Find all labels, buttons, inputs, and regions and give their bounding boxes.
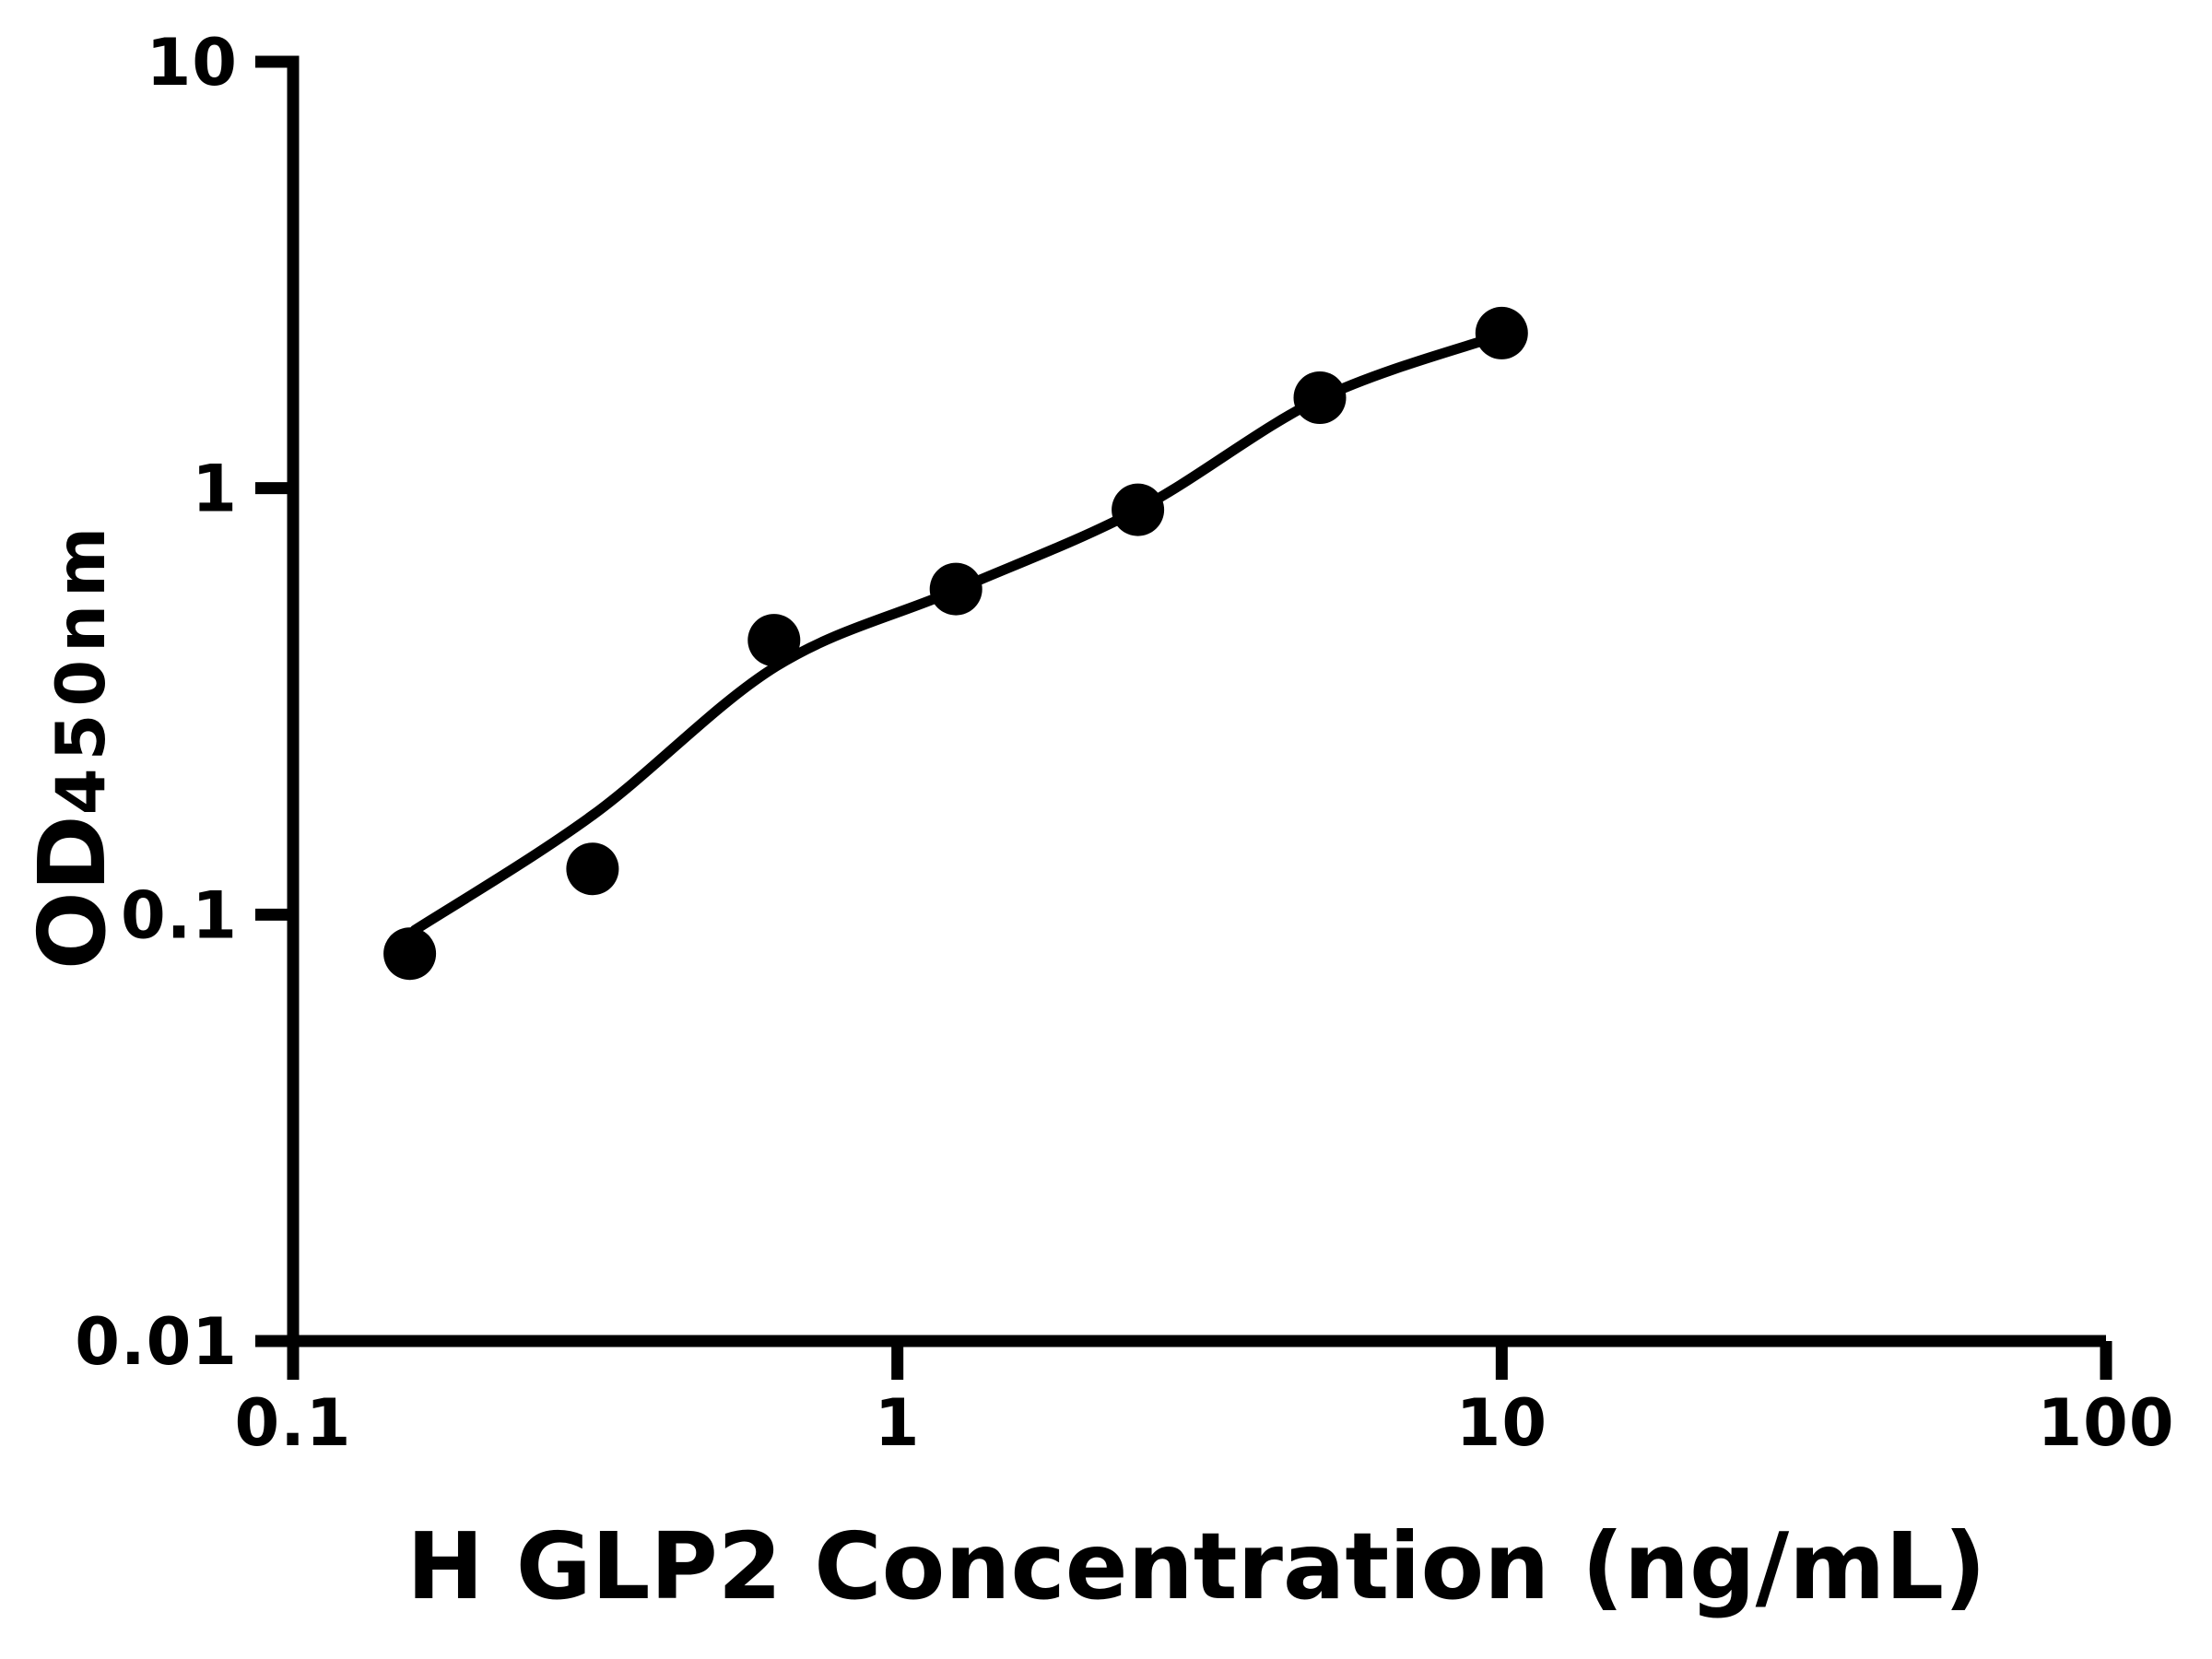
data-points [383,306,1528,981]
fit-curve-line [409,330,1504,935]
data-point-1 [383,927,437,981]
y-axis-title-main: OD [18,815,126,971]
y-axis-title-sub: 450nm [42,519,121,816]
y-tick-label: 0.1 [121,877,238,953]
data-point-3 [747,614,801,667]
y-tick-label: 0.01 [75,1304,238,1380]
x-axis-title-text: H GLP2 Concentration (ng/mL) [406,1512,1986,1620]
data-point-2 [566,842,619,896]
y-tick-label: 10 [147,25,238,100]
data-point-4 [929,562,982,616]
x-tick-label: 0.1 [234,1385,351,1461]
x-tick-label: 10 [1456,1385,1547,1461]
data-point-7 [1475,306,1528,359]
y-axis-title: OD 450nm [7,422,136,1067]
x-axis-title: H GLP2 Concentration (ng/mL) [182,1498,2210,1636]
x-tick-label: 100 [2037,1385,2174,1461]
data-point-5 [1112,483,1165,536]
y-tick-label: 1 [192,452,238,527]
data-point-6 [1293,371,1347,424]
x-tick-label: 1 [875,1385,921,1461]
